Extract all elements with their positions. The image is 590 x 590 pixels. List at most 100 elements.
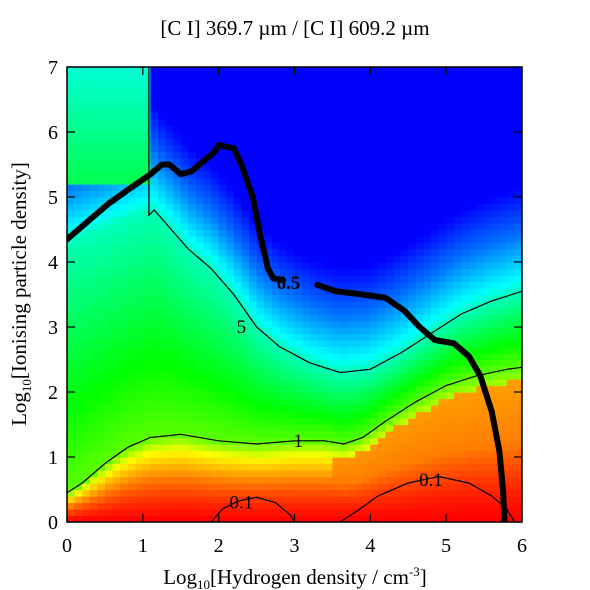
heatmap-cell bbox=[97, 405, 106, 413]
heatmap-cell bbox=[446, 236, 455, 244]
heatmap-cell bbox=[355, 314, 364, 322]
heatmap-cell bbox=[120, 106, 129, 114]
heatmap-cell bbox=[393, 294, 402, 302]
heatmap-cell bbox=[135, 86, 144, 94]
heatmap-cell bbox=[446, 210, 455, 218]
heatmap-cell bbox=[142, 158, 152, 166]
heatmap-cell bbox=[317, 333, 326, 341]
heatmap-cell bbox=[415, 151, 425, 159]
heatmap-cell bbox=[249, 379, 258, 387]
heatmap-cell bbox=[370, 197, 379, 205]
heatmap-cell bbox=[309, 314, 318, 322]
heatmap-cell bbox=[491, 450, 500, 458]
heatmap-cell bbox=[317, 411, 326, 419]
heatmap-cell bbox=[127, 236, 136, 244]
heatmap-cell bbox=[142, 216, 152, 224]
heatmap-cell bbox=[408, 327, 417, 335]
heatmap-cell bbox=[484, 80, 493, 88]
heatmap-cell bbox=[165, 93, 174, 101]
heatmap-cell bbox=[173, 307, 182, 315]
heatmap-cell bbox=[89, 80, 98, 88]
heatmap-cell bbox=[142, 470, 152, 478]
heatmap-cell bbox=[347, 86, 356, 94]
heatmap-cell bbox=[142, 268, 152, 276]
heatmap-cell bbox=[302, 463, 311, 471]
heatmap-cell bbox=[67, 470, 76, 478]
heatmap-cell bbox=[340, 437, 349, 445]
heatmap-cell bbox=[332, 366, 341, 374]
heatmap-cell bbox=[294, 496, 303, 504]
heatmap-cell bbox=[332, 158, 341, 166]
heatmap-cell bbox=[158, 314, 167, 322]
heatmap-cell bbox=[286, 320, 296, 328]
heatmap-cell bbox=[514, 229, 522, 237]
heatmap-cell bbox=[302, 431, 311, 439]
heatmap-cell bbox=[218, 119, 227, 127]
heatmap-cell bbox=[67, 106, 76, 114]
heatmap-cell bbox=[514, 411, 522, 419]
heatmap-cell bbox=[499, 125, 508, 133]
heatmap-cell bbox=[150, 93, 159, 101]
heatmap-cell bbox=[120, 470, 129, 478]
heatmap-cell bbox=[67, 314, 76, 322]
heatmap-cell bbox=[355, 281, 364, 289]
heatmap-cell bbox=[211, 262, 220, 270]
heatmap-cell bbox=[241, 372, 250, 380]
heatmap-cell bbox=[377, 483, 387, 491]
heatmap-cell bbox=[484, 86, 493, 94]
heatmap-cell bbox=[377, 515, 387, 522]
heatmap-cell bbox=[82, 502, 91, 510]
heatmap-cell bbox=[415, 496, 425, 504]
heatmap-cell bbox=[514, 197, 522, 205]
heatmap-cell bbox=[180, 275, 189, 283]
heatmap-cell bbox=[188, 359, 197, 367]
heatmap-cell bbox=[211, 73, 220, 81]
heatmap-cell bbox=[377, 314, 387, 322]
heatmap-cell bbox=[203, 80, 212, 88]
heatmap-cell bbox=[264, 301, 273, 309]
heatmap-cell bbox=[67, 372, 76, 380]
heatmap-cell bbox=[104, 93, 114, 101]
heatmap-cell bbox=[74, 242, 83, 250]
heatmap-cell bbox=[340, 457, 349, 465]
heatmap-cell bbox=[431, 398, 440, 406]
heatmap-cell bbox=[127, 346, 136, 354]
heatmap-cell bbox=[461, 112, 470, 120]
heatmap-cell bbox=[158, 255, 167, 263]
heatmap-cell bbox=[120, 327, 129, 335]
heatmap-cell bbox=[499, 294, 508, 302]
heatmap-cell bbox=[362, 106, 371, 114]
heatmap-cell bbox=[74, 255, 83, 263]
heatmap-cell bbox=[370, 236, 379, 244]
heatmap-cell bbox=[271, 268, 280, 276]
heatmap-cell bbox=[142, 405, 152, 413]
heatmap-cell bbox=[173, 444, 182, 452]
heatmap-cell bbox=[173, 314, 182, 322]
heatmap-cell bbox=[446, 379, 455, 387]
heatmap-cell bbox=[120, 405, 129, 413]
heatmap-cell bbox=[120, 340, 129, 348]
heatmap-cell bbox=[484, 418, 493, 426]
heatmap-cell bbox=[158, 437, 167, 445]
heatmap-cell bbox=[309, 99, 318, 107]
heatmap-cell bbox=[431, 437, 440, 445]
heatmap-cell bbox=[438, 476, 447, 484]
heatmap-cell bbox=[226, 444, 235, 452]
heatmap-cell bbox=[415, 431, 425, 439]
heatmap-cell bbox=[415, 346, 425, 354]
heatmap-cell bbox=[355, 392, 364, 400]
heatmap-cell bbox=[491, 463, 500, 471]
heatmap-cell bbox=[400, 288, 409, 296]
heatmap-cell bbox=[127, 411, 136, 419]
heatmap-cell bbox=[249, 470, 258, 478]
heatmap-cell bbox=[423, 418, 432, 426]
heatmap-cell bbox=[271, 483, 280, 491]
heatmap-cell bbox=[423, 372, 432, 380]
heatmap-cell bbox=[491, 509, 500, 517]
heatmap-cell bbox=[309, 190, 318, 198]
heatmap-cell bbox=[514, 496, 522, 504]
heatmap-cell bbox=[423, 379, 432, 387]
heatmap-cell bbox=[514, 372, 522, 380]
heatmap-cell bbox=[195, 151, 205, 159]
heatmap-cell bbox=[180, 314, 189, 322]
